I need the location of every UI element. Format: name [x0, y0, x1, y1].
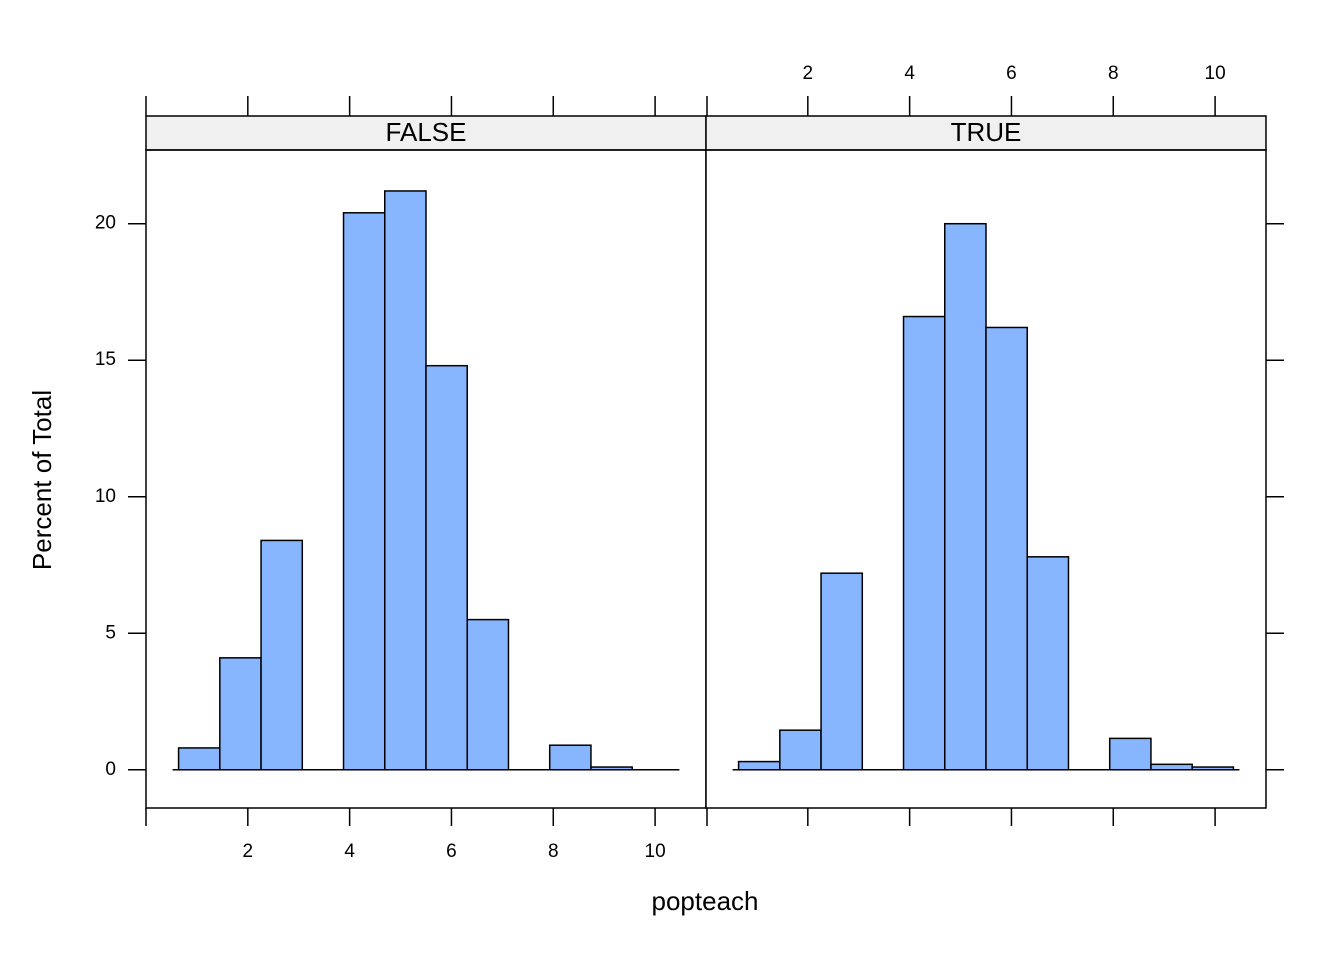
- y-tick-label: 10: [95, 486, 116, 507]
- x-axis-label: popteach: [652, 886, 759, 916]
- bar: [779, 729, 822, 771]
- bar: [548, 744, 592, 771]
- bar: [1108, 737, 1152, 771]
- bar: [737, 760, 781, 771]
- x-tick-label: 4: [344, 841, 355, 862]
- y-tick-label: 0: [105, 759, 116, 780]
- x-tick-label: 8: [1108, 63, 1119, 84]
- bar: [902, 315, 946, 771]
- bar: [1150, 763, 1193, 771]
- bar: [342, 212, 386, 771]
- bar: [219, 657, 262, 771]
- strip-label: FALSE: [386, 117, 467, 147]
- bar: [820, 572, 864, 771]
- bar: [985, 326, 1028, 771]
- bar: [1026, 556, 1070, 771]
- strip-label: TRUE: [951, 117, 1022, 147]
- x-tick-label: 4: [904, 63, 915, 84]
- bar: [260, 539, 304, 771]
- x-tick-label: 10: [1205, 63, 1226, 84]
- bar: [425, 364, 468, 771]
- x-tick-label: 6: [1006, 63, 1017, 84]
- x-tick-label: 2: [803, 63, 814, 84]
- bar: [177, 747, 221, 771]
- y-tick-label: 20: [95, 213, 116, 234]
- bar: [384, 190, 427, 771]
- panel-border: [705, 149, 1267, 809]
- y-tick-label: 5: [105, 622, 116, 643]
- x-tick-label: 6: [446, 841, 457, 862]
- bar: [944, 222, 987, 771]
- x-tick-label: 2: [243, 841, 254, 862]
- x-tick-label: 8: [548, 841, 559, 862]
- bar: [590, 766, 633, 771]
- strip: [705, 115, 1267, 151]
- x-tick-label: 10: [645, 841, 666, 862]
- bar: [1191, 766, 1235, 771]
- bar: [466, 618, 510, 771]
- y-tick-label: 15: [95, 349, 116, 370]
- y-axis-label: Percent of Total: [27, 390, 57, 570]
